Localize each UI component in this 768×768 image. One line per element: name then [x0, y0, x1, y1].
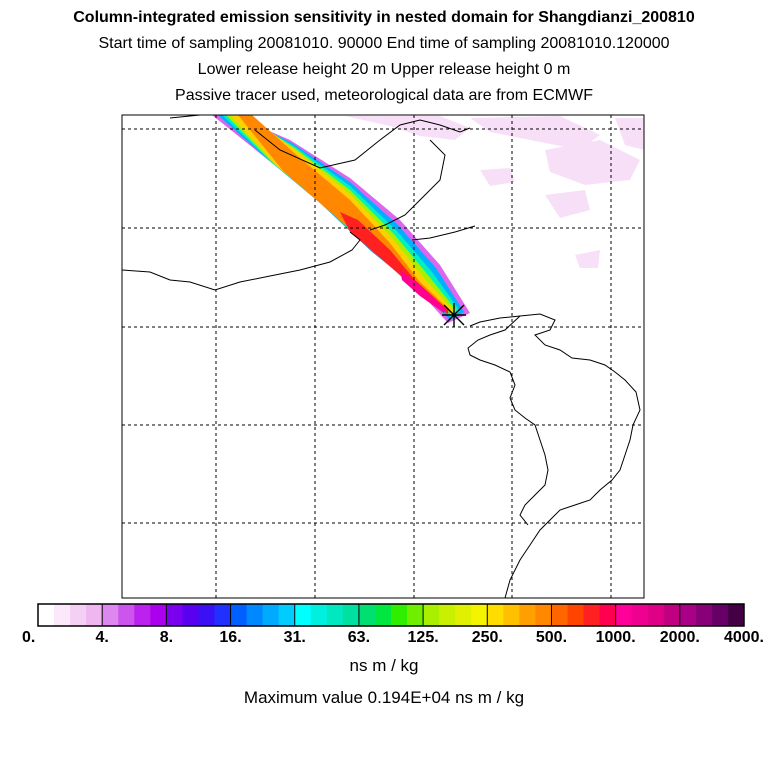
release-heights: Lower release height 20 m Upper release … [197, 61, 571, 78]
colorbar-swatch [182, 604, 199, 626]
faint-sensitivity-patches [345, 116, 644, 268]
colorbar-tick-label: 0. [22, 629, 36, 646]
plume [212, 115, 470, 323]
colorbar-swatch [551, 604, 568, 626]
colorbar-swatch [695, 604, 713, 626]
colorbar-tick-label: 250. [471, 629, 503, 646]
colorbar-swatch [214, 604, 232, 626]
colorbar-swatch [374, 604, 392, 626]
colorbar-swatch [663, 604, 681, 626]
colorbar-frame [37, 603, 745, 627]
colorbar-swatch [567, 604, 585, 626]
colorbar-swatch [439, 604, 456, 626]
colorbar-swatch [535, 604, 552, 626]
colorbar-swatch [246, 604, 264, 626]
colorbar-swatch [599, 604, 617, 626]
colorbar [37, 603, 745, 627]
colorbar-swatch [631, 604, 649, 626]
colorbar-swatch [54, 604, 71, 626]
colorbar-swatch [471, 604, 488, 626]
colorbar-tick-label: 4. [95, 629, 109, 646]
colorbar-swatch [487, 604, 504, 626]
colorbar-tick-label: 8. [159, 629, 174, 646]
colorbar-swatch [198, 604, 215, 626]
colorbar-swatch [342, 604, 360, 626]
colorbar-tick-label: 16. [219, 629, 242, 646]
colorbar-swatch [503, 604, 520, 626]
sampling-times: Start time of sampling 20081010. 90000 E… [98, 35, 670, 52]
colorbar-swatch [86, 604, 103, 626]
colorbar-swatch [647, 604, 665, 626]
colorbar-tick-label: 125. [407, 629, 439, 646]
coastline-bay [369, 139, 446, 231]
colorbar-swatch [166, 604, 183, 626]
colorbar-swatch [262, 604, 280, 626]
colorbar-swatch [519, 604, 536, 626]
colorbar-tick-label: 2000. [659, 629, 700, 646]
colorbar-swatch [711, 604, 729, 626]
colorbar-swatch [326, 604, 344, 626]
colorbar-tick-label: 500. [535, 629, 568, 646]
border-mid [411, 225, 476, 241]
colorbar-swatch [230, 604, 248, 626]
colorbar-swatch [118, 604, 135, 626]
receptor-marker [442, 303, 466, 327]
colorbar-tick-label: 4000. [723, 629, 764, 646]
colorbar-swatch [134, 604, 151, 626]
plume-band-2000 [400, 270, 446, 313]
plume-layer [212, 115, 644, 323]
colorbar-swatch [391, 604, 408, 626]
colorbar-tick-label: 1000. [595, 629, 636, 646]
map-frame [121, 114, 645, 599]
colorbar-swatch [423, 604, 440, 626]
colorbar-swatch [455, 604, 472, 626]
colorbar-swatch [407, 604, 424, 626]
colorbar-swatch [70, 604, 87, 626]
coastlines [122, 115, 641, 598]
border-west [122, 231, 361, 291]
colorbar-tick-label: 31. [283, 629, 306, 646]
colorbar-swatch [150, 604, 167, 626]
colorbar-tick-label: 63. [347, 629, 371, 646]
maximum-value: Maximum value 0.194E+04 ns m / kg [243, 688, 525, 707]
colorbar-swatch [679, 604, 697, 626]
colorbar-swatch [615, 604, 633, 626]
chart-title: Column-integrated emission sensitivity i… [73, 9, 695, 26]
colorbar-swatch [102, 604, 119, 626]
colorbar-swatch [310, 604, 328, 626]
colorbar-swatch [38, 604, 55, 626]
colorbar-swatch [727, 604, 745, 626]
tracer-info: Passive tracer used, meteorological data… [175, 87, 593, 104]
colorbar-swatch [294, 604, 312, 626]
colorbar-swatch [358, 604, 376, 626]
coastline-peninsula [467, 315, 549, 526]
colorbar-swatch [278, 604, 296, 626]
colorbar-swatch [583, 604, 601, 626]
colorbar-units: ns m / kg [349, 656, 419, 675]
lat-lon-grid [122, 115, 644, 598]
coastline-east [469, 313, 641, 598]
